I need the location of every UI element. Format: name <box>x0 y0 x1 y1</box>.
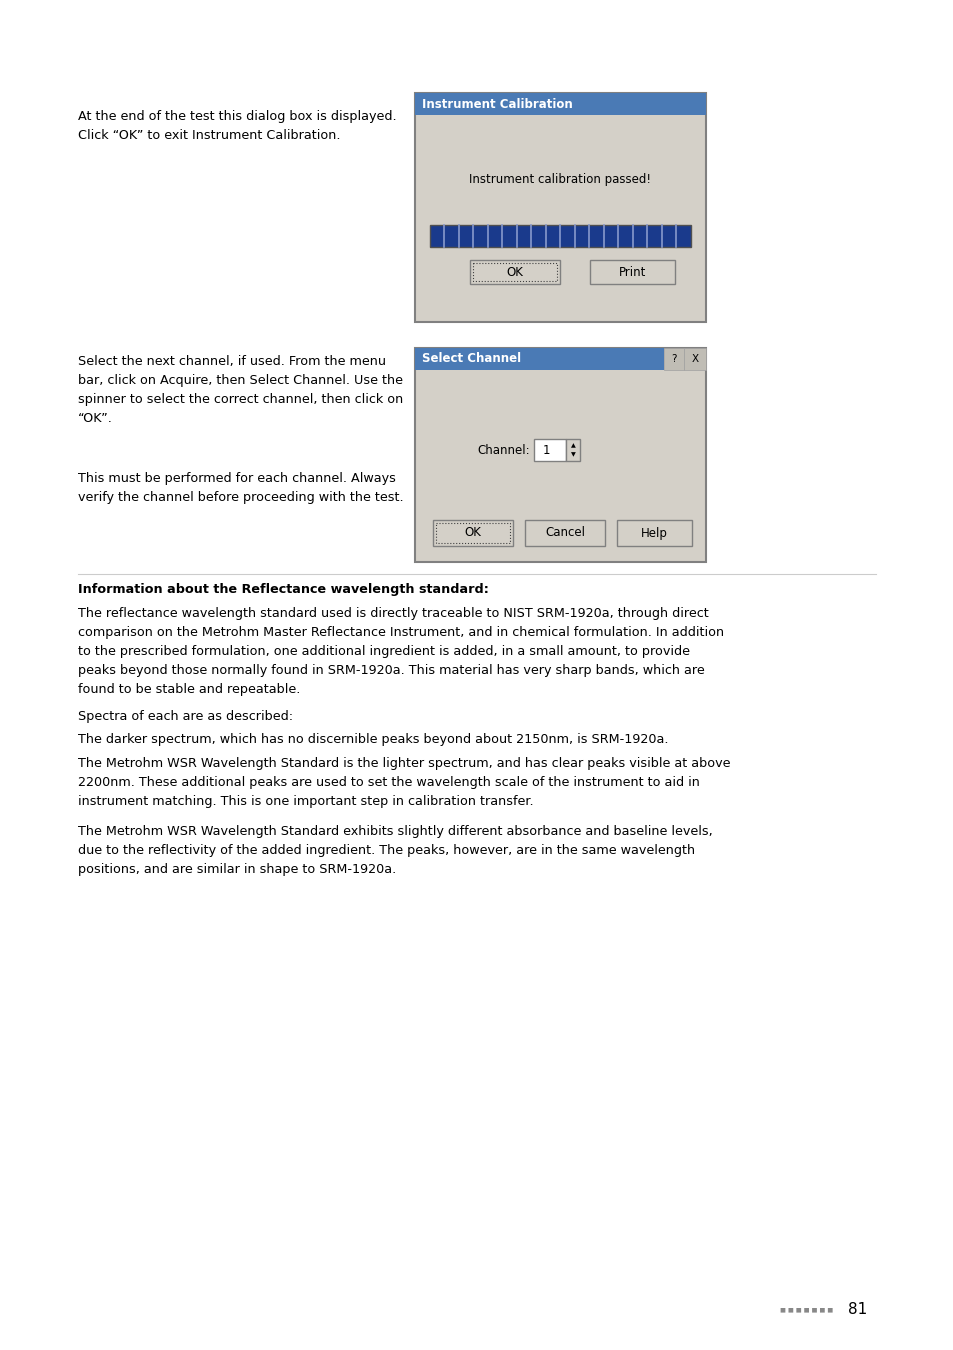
Bar <box>565 439 579 460</box>
Bar <box>617 520 691 545</box>
Text: 81: 81 <box>847 1303 866 1318</box>
Text: Print: Print <box>618 266 645 278</box>
Bar <box>683 348 705 370</box>
Bar <box>470 261 559 284</box>
Bar <box>663 348 683 370</box>
Text: ?: ? <box>671 354 676 364</box>
Text: Information about the Reflectance wavelength standard:: Information about the Reflectance wavele… <box>78 583 488 595</box>
Text: The Metrohm WSR Wavelength Standard is the lighter spectrum, and has clear peaks: The Metrohm WSR Wavelength Standard is t… <box>78 757 730 809</box>
Text: The reflectance wavelength standard used is directly traceable to NIST SRM-1920a: The reflectance wavelength standard used… <box>78 608 723 697</box>
Text: The darker spectrum, which has no discernible peaks beyond about 2150nm, is SRM-: The darker spectrum, which has no discer… <box>78 733 668 747</box>
Text: The Metrohm WSR Wavelength Standard exhibits slightly different absorbance and b: The Metrohm WSR Wavelength Standard exhi… <box>78 825 712 876</box>
Bar <box>436 522 510 543</box>
Text: 1: 1 <box>542 444 550 456</box>
Text: Instrument Calibration: Instrument Calibration <box>421 97 572 111</box>
Text: This must be performed for each channel. Always
verify the channel before procee: This must be performed for each channel.… <box>78 472 403 504</box>
Bar <box>524 520 604 545</box>
Bar <box>415 348 663 370</box>
Text: OK: OK <box>464 526 481 540</box>
Text: Help: Help <box>640 526 667 540</box>
Text: Select Channel: Select Channel <box>421 352 520 366</box>
Bar <box>534 439 565 460</box>
Text: Spectra of each are as described:: Spectra of each are as described: <box>78 710 293 724</box>
Bar <box>415 348 705 562</box>
Text: At the end of the test this dialog box is displayed.
Click “OK” to exit Instrume: At the end of the test this dialog box i… <box>78 109 396 142</box>
Text: Cancel: Cancel <box>544 526 584 540</box>
Text: ■ ■ ■ ■ ■ ■ ■: ■ ■ ■ ■ ■ ■ ■ <box>780 1308 832 1312</box>
Text: Channel:: Channel: <box>476 444 530 456</box>
Bar <box>433 520 513 545</box>
Bar <box>415 93 705 115</box>
Bar <box>473 263 557 281</box>
Bar <box>430 225 690 247</box>
Text: X: X <box>691 354 698 364</box>
Text: ▼: ▼ <box>570 452 575 458</box>
Bar <box>589 261 675 284</box>
Text: OK: OK <box>506 266 523 278</box>
Bar <box>415 93 705 323</box>
Text: ▲: ▲ <box>570 444 575 448</box>
Text: Instrument calibration passed!: Instrument calibration passed! <box>469 174 651 186</box>
Text: Select the next channel, if used. From the menu
bar, click on Acquire, then Sele: Select the next channel, if used. From t… <box>78 355 403 425</box>
